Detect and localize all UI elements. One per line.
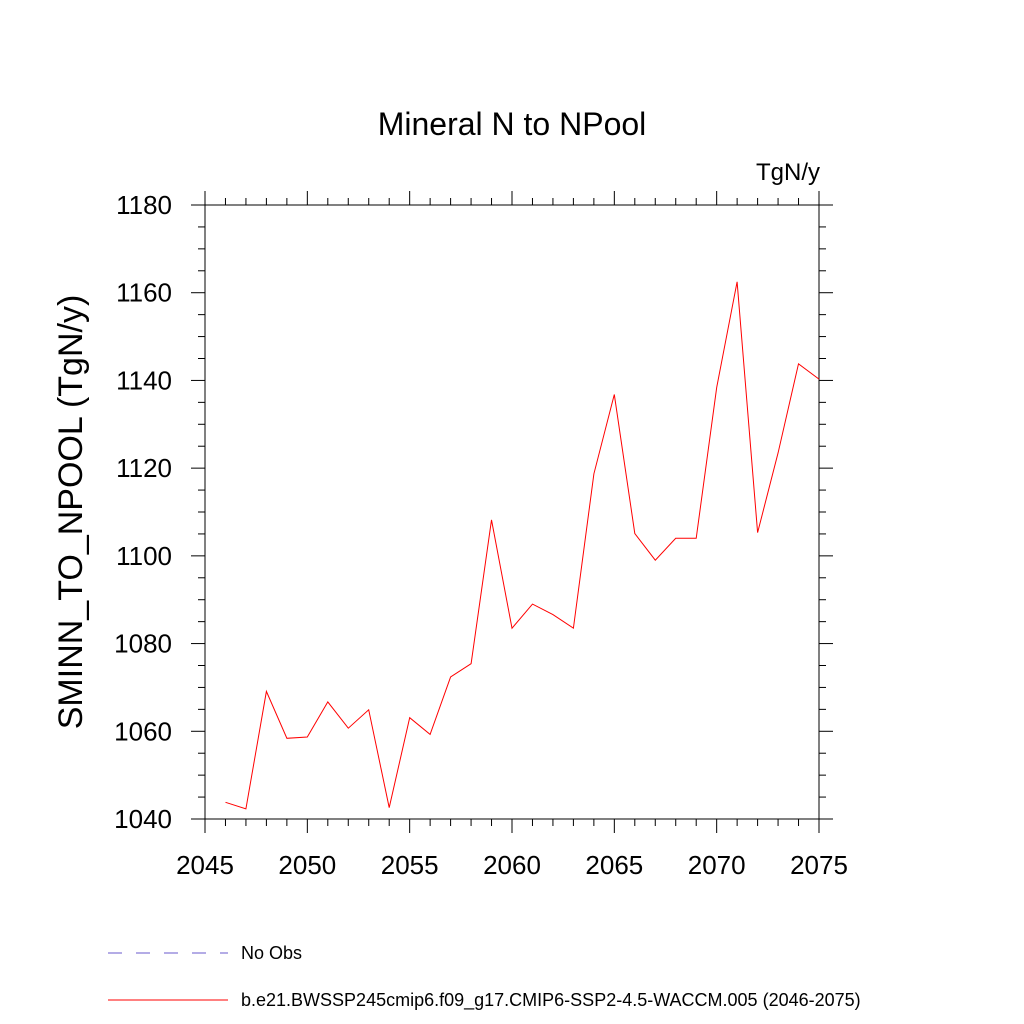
axis-tick-labels: 2045 2050 2055 2060 2065 2070 2075 1040 1060 1080… — [114, 190, 848, 880]
y-tick-label: 1100 — [116, 541, 172, 571]
y-tick-label: 1140 — [116, 365, 172, 395]
y-tick-label: 1060 — [114, 716, 172, 746]
x-tick-label: 2065 — [585, 850, 643, 880]
x-tick-label: 2055 — [381, 850, 439, 880]
units-label: TgN/y — [756, 159, 820, 186]
x-tick-label: 2045 — [176, 850, 234, 880]
series-line — [225, 281, 820, 810]
y-tick-label: 1120 — [116, 453, 172, 483]
y-tick-label: 1080 — [114, 629, 172, 659]
chart-title: Mineral N to NPool — [378, 106, 647, 142]
series-group — [225, 281, 820, 810]
legend-label: No Obs — [241, 943, 302, 963]
legend: No Obs b.e21.BWSSP245cmip6.f09_g17.CMIP6-… — [108, 943, 861, 1011]
axis-ticks — [191, 191, 833, 833]
x-tick-label: 2050 — [278, 850, 336, 880]
y-tick-label: 1180 — [116, 190, 172, 220]
x-tick-label: 2070 — [688, 850, 746, 880]
x-tick-label: 2060 — [483, 850, 541, 880]
y-axis-label: SMINN_TO_NPOOL (TgN/y) — [52, 295, 90, 730]
y-tick-label: 1160 — [116, 278, 172, 308]
y-tick-label: 1040 — [114, 804, 172, 834]
x-tick-label: 2075 — [790, 850, 848, 880]
legend-label: b.e21.BWSSP245cmip6.f09_g17.CMIP6-SSP2-4… — [241, 990, 861, 1011]
plot-frame — [204, 204, 820, 820]
